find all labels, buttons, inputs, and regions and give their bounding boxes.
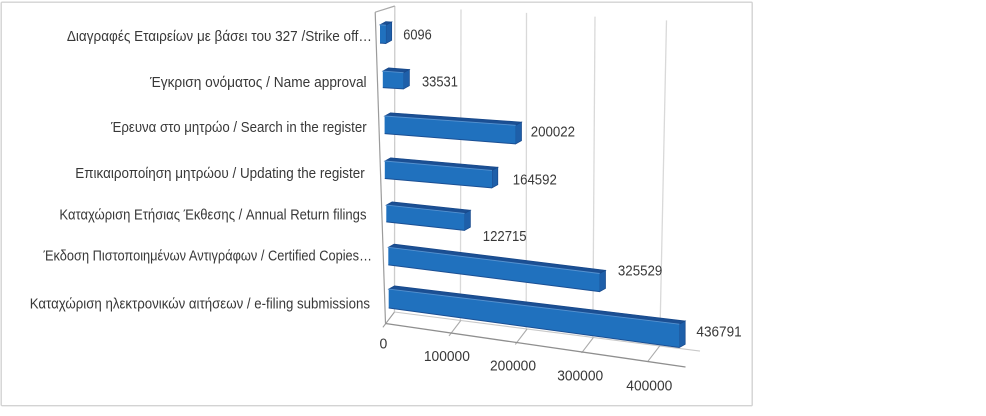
svg-text:Διαγραφές Εταιρείων με βάσει: Διαγραφές Εταιρείων με βάσει του 327 /St… [67,28,372,45]
svg-text:300000: 300000 [557,369,603,385]
svg-text:Έρευνα στο μητρώο / Search in: Έρευνα στο μητρώο / Search in the regist… [110,119,366,136]
svg-text:6096: 6096 [403,28,431,44]
svg-text:325529: 325529 [618,263,662,279]
svg-text:200022: 200022 [531,124,575,140]
svg-text:436791: 436791 [696,324,741,340]
svg-text:200000: 200000 [490,359,536,375]
svg-text:122715: 122715 [483,229,527,245]
svg-text:164592: 164592 [513,173,557,189]
svg-text:100000: 100000 [424,349,470,365]
svg-text:Επικαιροποίηση μητρώου / Updat: Επικαιροποίηση μητρώου / Updating the re… [75,165,364,182]
svg-text:Έκδοση Πιστοποιημένων Αντιγράφ: Έκδοση Πιστοποιημένων Αντιγράφων / Certi… [43,248,372,265]
svg-text:0: 0 [380,336,388,352]
svg-text:Έγκριση ονόματος / Name approv: Έγκριση ονόματος / Name approval [149,74,367,91]
svg-text:33531: 33531 [422,74,458,90]
svg-text:Καταχώριση Ετήσιας Έκθεσης / A: Καταχώριση Ετήσιας Έκθεσης / Annual Retu… [59,207,366,224]
svg-text:Καταχώριση ηλεκτρονικών αιτήσε: Καταχώριση ηλεκτρονικών αιτήσεων / e-fil… [30,295,370,312]
svg-text:400000: 400000 [626,378,672,394]
